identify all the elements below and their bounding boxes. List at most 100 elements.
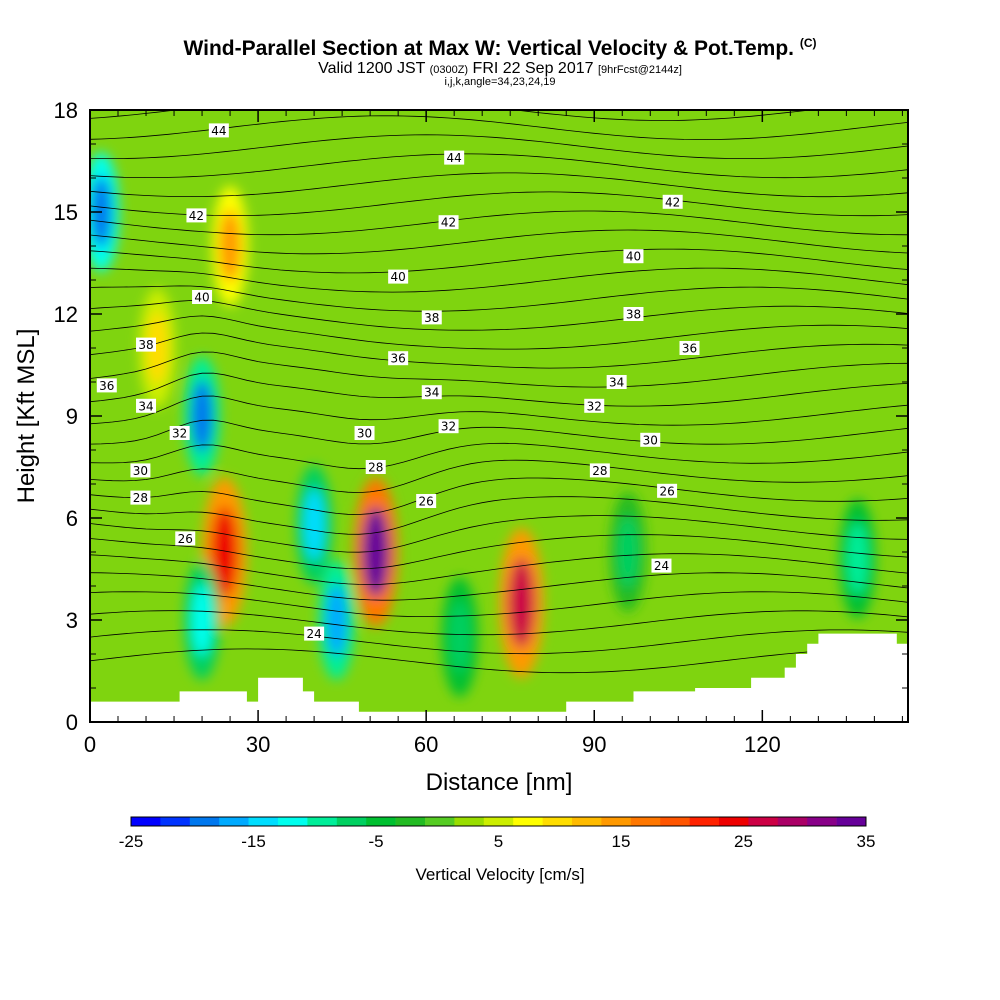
forecast-info: [9hrFcst@2144z]	[597, 64, 682, 76]
colorbar-swatch	[483, 817, 514, 826]
svg-text:28: 28	[592, 464, 607, 478]
y-tick-label: 12	[54, 302, 78, 327]
theta-contour-line	[90, 477, 908, 515]
svg-text:40: 40	[391, 270, 406, 284]
theta-contour-line	[90, 442, 908, 470]
y-axis-label: Height [Kft MSL]	[13, 329, 40, 504]
colorbar-tick-label: 15	[612, 832, 631, 851]
theta-contour-label: 44	[208, 123, 229, 138]
theta-contour-label: 38	[623, 307, 644, 322]
w-anomaly-core	[191, 380, 213, 452]
colorbar-swatch	[131, 817, 161, 826]
svg-text:26: 26	[659, 484, 674, 498]
svg-text:38: 38	[626, 308, 641, 322]
colorbar-swatch	[189, 817, 220, 826]
theta-contour-line	[90, 572, 908, 601]
colorbar-swatch	[425, 817, 455, 826]
theta-contour-label: 42	[438, 215, 459, 230]
velocity-field	[90, 152, 876, 697]
colorbar-swatch	[395, 817, 426, 826]
theta-contour-label: 40	[192, 290, 213, 305]
w-anomaly-core	[325, 584, 348, 656]
colorbar-swatch	[601, 817, 632, 826]
svg-text:32: 32	[172, 427, 187, 441]
colorbar-swatch	[454, 817, 485, 826]
theta-contour-line	[90, 172, 908, 198]
w-anomaly-core	[219, 210, 241, 282]
svg-text:40: 40	[194, 291, 209, 305]
valid-utc: (0300Z)	[429, 64, 469, 76]
theta-contour-label: 30	[354, 426, 375, 441]
w-anomaly-core	[508, 558, 535, 648]
theta-contour-line	[90, 459, 908, 494]
svg-text:44: 44	[211, 124, 226, 138]
theta-contour-line	[90, 419, 908, 445]
svg-text:42: 42	[441, 216, 456, 230]
colorbar-tick-label: 35	[857, 832, 876, 851]
theta-contour-line	[90, 332, 908, 369]
theta-contour-line	[90, 534, 908, 570]
w-anomaly-core	[846, 522, 869, 595]
colorbar-swatch	[513, 817, 543, 826]
svg-text:36: 36	[391, 352, 406, 366]
theta-contour-label: 38	[421, 310, 442, 325]
theta-contour-line	[90, 591, 908, 617]
w-anomaly-core	[211, 507, 238, 597]
svg-text:42: 42	[665, 195, 680, 209]
x-tick-label: 30	[246, 732, 270, 757]
colorbar-swatch	[689, 817, 720, 826]
theta-contour-line	[90, 110, 814, 121]
theta-contours: 24 24 26 26 26 28 28 28 30 30 30 32 32 32 34 34 34 36 36 36…	[90, 110, 908, 674]
theta-contour-label: 26	[657, 483, 678, 498]
svg-text:34: 34	[138, 399, 153, 413]
theta-contour-line	[90, 248, 908, 274]
svg-text:34: 34	[424, 386, 439, 400]
theta-contour-line	[90, 553, 908, 586]
svg-text:26: 26	[419, 495, 434, 509]
colorbar-tick-label: -25	[119, 832, 144, 851]
theta-contour-label: 40	[623, 249, 644, 264]
theta-contour-line	[90, 648, 908, 674]
y-tick-label: 18	[54, 98, 78, 123]
svg-text:24: 24	[306, 627, 321, 641]
svg-text:30: 30	[357, 427, 372, 441]
colorbar-swatch	[307, 817, 338, 826]
theta-contour-line	[90, 629, 908, 655]
theta-contour-line	[90, 210, 908, 236]
w-anomaly-core	[362, 507, 389, 597]
colorbar-swatch	[160, 817, 191, 826]
colorbar-swatch	[248, 817, 279, 826]
colorbar-tick-label: -5	[368, 832, 383, 851]
svg-text:28: 28	[368, 461, 383, 475]
theta-contour-line	[90, 351, 908, 388]
section-meta: i,j,k,angle=34,23,24,19	[444, 76, 556, 88]
theta-contour-label: 34	[606, 375, 627, 390]
svg-text:30: 30	[643, 433, 658, 447]
theta-contour-line	[90, 229, 908, 255]
svg-text:26: 26	[178, 532, 193, 546]
chart-title: Wind-Parallel Section at Max W: Vertical…	[0, 36, 1000, 61]
theta-contour-label: 36	[96, 378, 117, 393]
colorbar-swatch	[572, 817, 602, 826]
theta-contour-line	[90, 300, 908, 331]
theta-contour-line	[90, 315, 908, 350]
terrain	[90, 633, 908, 722]
theta-contour-label: 34	[421, 385, 442, 400]
theta-contour-label: 32	[169, 426, 190, 441]
x-tick-label: 0	[84, 732, 96, 757]
w-anomaly-core	[617, 516, 639, 588]
svg-text:42: 42	[189, 209, 204, 223]
x-tick-label: 120	[744, 732, 781, 757]
title-copyright: (C)	[799, 36, 817, 50]
theta-contour-line	[90, 153, 908, 179]
y-tick-label: 6	[66, 506, 78, 531]
colorbar-swatch	[278, 817, 308, 826]
theta-contour-line	[90, 134, 908, 160]
y-tick-label: 9	[66, 404, 78, 429]
svg-text:30: 30	[133, 464, 148, 478]
theta-contour-label: 28	[589, 463, 610, 478]
svg-text:36: 36	[682, 342, 697, 356]
y-tick-label: 3	[66, 608, 78, 633]
